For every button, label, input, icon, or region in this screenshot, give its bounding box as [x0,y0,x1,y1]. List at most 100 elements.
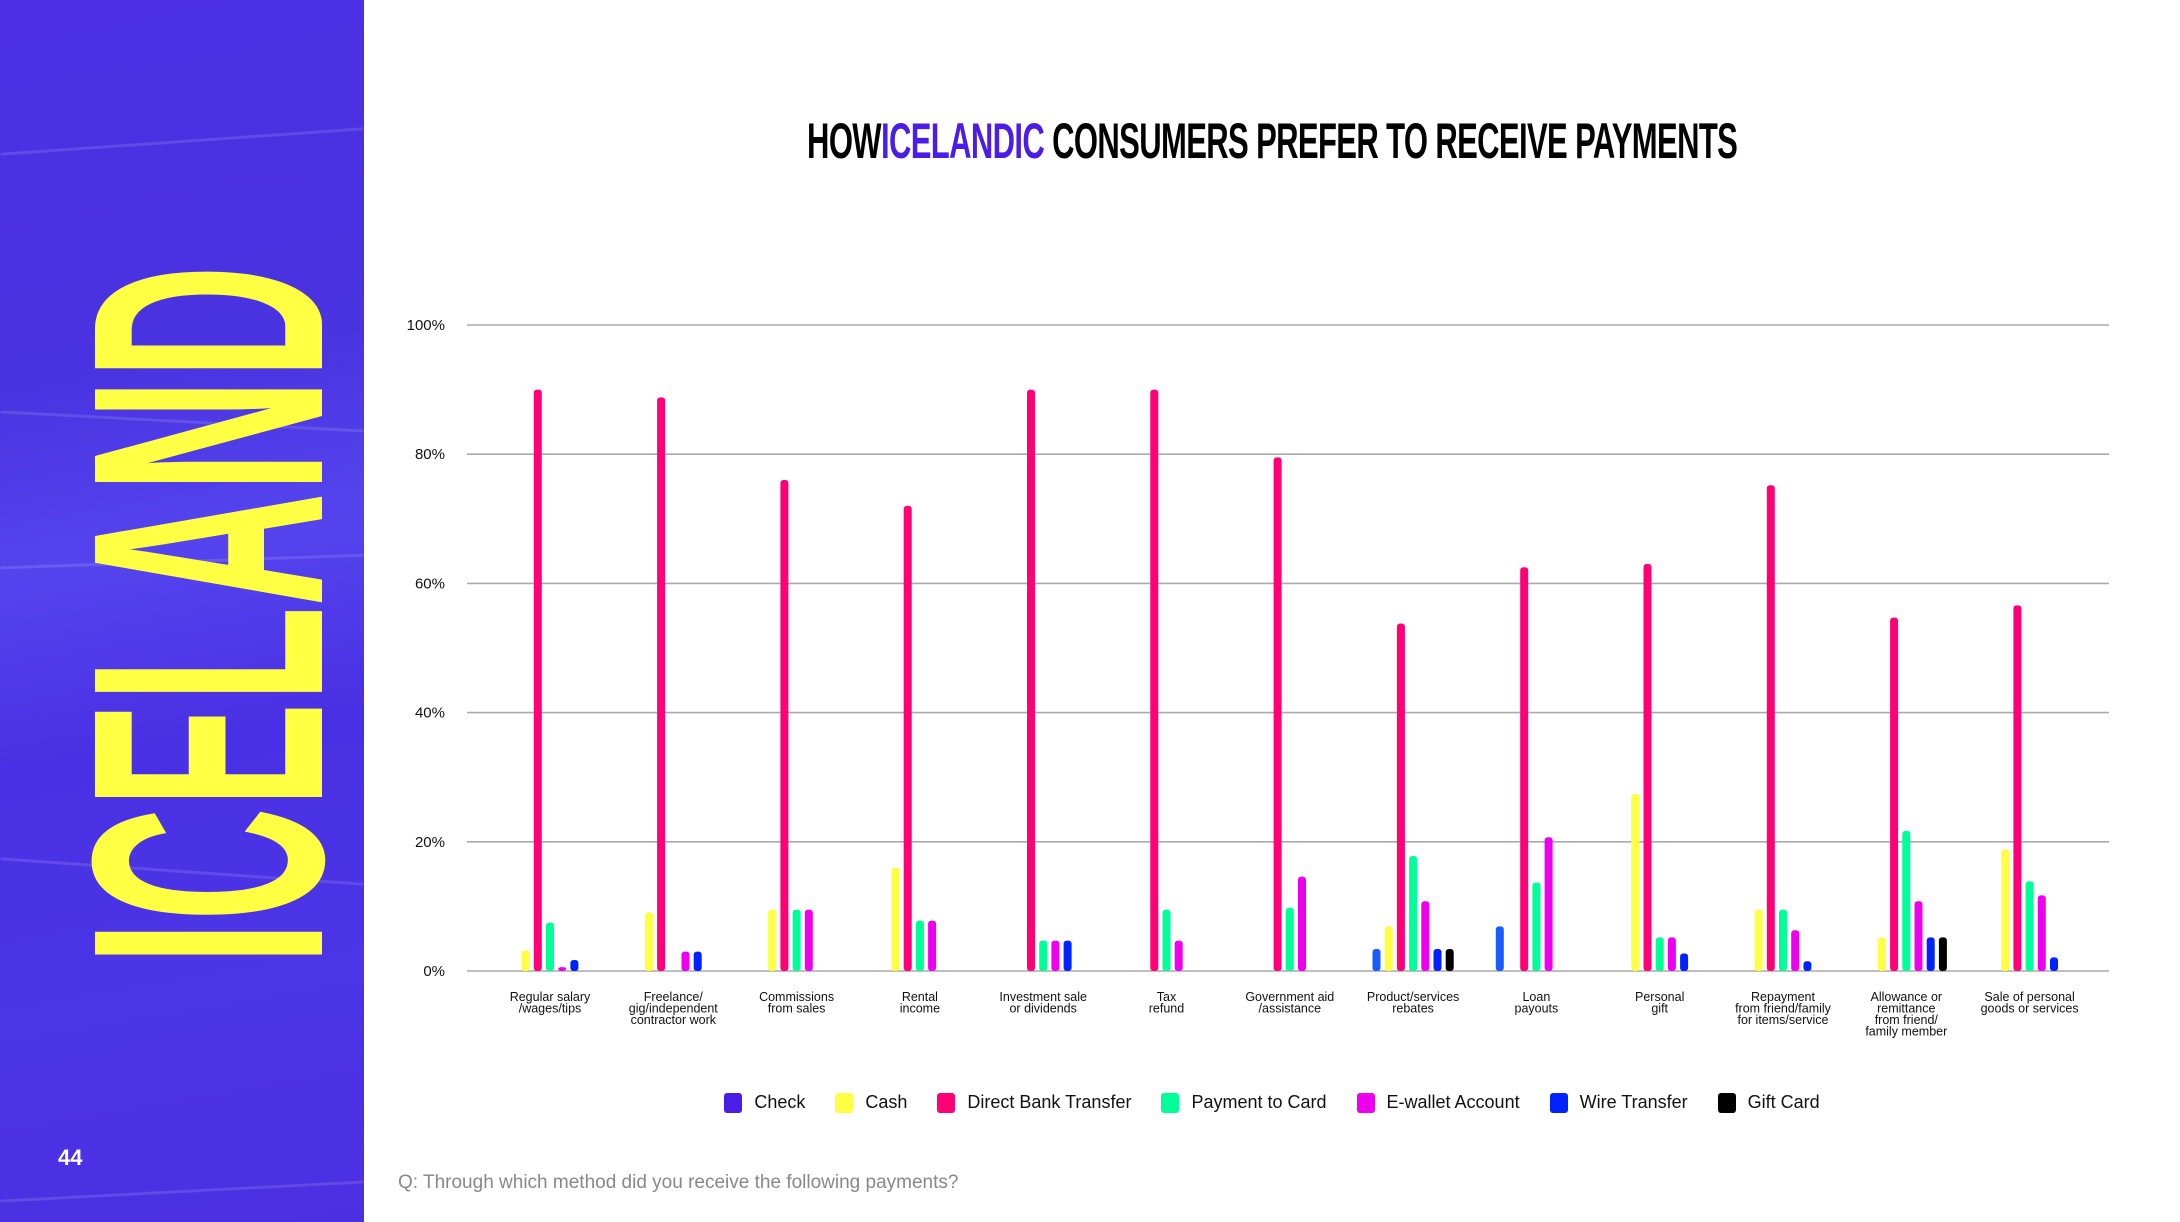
bar-e-wallet-account [928,920,937,971]
bar-check [1495,926,1504,971]
bar-direct-bank-transfer [1890,617,1899,971]
x-category-label: Regular salary/wages/tips [510,990,591,1016]
x-category-line: Rental [902,990,938,1004]
legend-item: Direct Bank Transfer [937,1092,1131,1113]
bar-e-wallet-account [1174,940,1183,971]
bar-gift-card [1445,949,1454,971]
bar-e-wallet-account [1051,940,1060,971]
bar-e-wallet-account [1667,937,1676,971]
bar-payment-to-card [792,909,801,971]
legend-label: Payment to Card [1191,1092,1327,1112]
title-highlight: ICELANDIC [880,113,1045,169]
x-category-label: Government aid/assistance [1245,990,1334,1016]
bar-e-wallet-account [2037,895,2046,971]
x-category-line: for items/service [1738,1013,1829,1027]
sidebar: ICELAND 44 [0,0,364,1222]
legend-label: Check [754,1092,806,1112]
legend-label: Cash [865,1092,908,1112]
title-prefix: HOW [806,113,882,169]
y-tick-label: 60% [415,575,445,592]
bar-direct-bank-transfer [1766,485,1775,971]
bar-cash [891,867,900,971]
bar-direct-bank-transfer [1273,457,1282,971]
legend-label: E-wallet Account [1386,1092,1520,1112]
x-category-line: gig/independent [629,1002,718,1016]
title-suffix: CONSUMERS PREFER TO RECEIVE PAYMENTS [1044,113,1738,169]
bar-wire-transfer [693,951,702,971]
legend-item: Gift Card [1717,1092,1820,1113]
bar-e-wallet-account [1914,901,1923,971]
bar-payment-to-card [1162,909,1171,971]
bar-cash [1631,793,1640,971]
bar-direct-bank-transfer [1520,567,1529,971]
x-category-line: Regular salary [510,990,591,1004]
x-category-label: Rental income [900,990,940,1016]
bar-payment-to-card [915,920,924,971]
bar-payment-to-card [1902,830,1911,971]
x-category-line: Commissions [759,990,834,1004]
x-category-label: Commissions from sales [759,990,834,1016]
x-category-label: Product/services rebates [1367,990,1459,1016]
legend-swatch [1161,1092,1180,1113]
y-tick-label: 100% [407,317,445,334]
x-category-line: Product/services [1367,990,1459,1004]
bar-wire-transfer [570,960,579,971]
bar-direct-bank-transfer [1396,623,1405,971]
y-tick-label: 40% [415,705,445,722]
page-title: HOW ICELANDIC CONSUMERS PREFER TO RECEIV… [364,112,2180,170]
bar-check [1372,949,1381,971]
x-category-line: from friend/family [1735,1002,1832,1016]
x-category-line: Allowance or [1871,990,1943,1004]
bar-direct-bank-transfer [1643,564,1652,971]
bar-e-wallet-account [1791,930,1800,971]
bar-e-wallet-account [1544,837,1553,971]
bar-e-wallet-account [1298,876,1306,971]
x-category-label: Sale of personal goods or services [1981,990,2079,1016]
x-category-line: refund [1149,1002,1184,1016]
x-category-label: Tax refund [1149,990,1184,1016]
bar-direct-bank-transfer [1150,389,1159,972]
bar-payment-to-card [1655,937,1664,971]
x-category-label: Allowance or remittance from friend/family… [1865,990,1947,1039]
x-category-label: Personal gift [1635,990,1684,1016]
bar-cash [1384,926,1393,971]
x-category-line: goods or services [1981,1002,2079,1016]
bar-wire-transfer [2050,957,2058,971]
survey-question: Q: Through which method did you receive … [398,1172,959,1193]
bar-payment-to-card [1039,940,1048,971]
bar-wire-transfer [1926,937,1935,971]
bar-wire-transfer [1803,961,1812,971]
legend-swatch [724,1092,743,1113]
bar-payment-to-card [1532,882,1541,971]
x-category-line: contractor work [631,1013,717,1027]
bar-direct-bank-transfer [780,480,789,971]
x-category-line: income [900,1002,940,1016]
legend-swatch [1717,1092,1736,1113]
x-category-label: Investment sale or dividends [999,990,1087,1016]
y-tick-label: 20% [415,834,445,851]
y-tick-label: 0% [423,963,445,980]
bar-payment-to-card [1409,856,1418,971]
x-category-line: gift [1651,1002,1668,1016]
bar-wire-transfer [1063,940,1072,971]
x-category-line: Government aid [1245,990,1334,1004]
country-name: ICELAND [23,265,364,965]
bar-cash [768,909,777,971]
bar-payment-to-card [2025,881,2034,971]
x-category-line: from sales [768,1002,826,1016]
bar-payment-to-card [1779,909,1787,971]
x-category-line: family member [1865,1025,1947,1039]
bar-wire-transfer [1680,953,1689,971]
bar-cash [2001,849,2010,971]
bar-e-wallet-account [804,909,813,971]
legend-item: E-wallet Account [1356,1092,1520,1113]
legend-item: Cash [835,1092,907,1113]
x-category-line: rebates [1392,1002,1434,1016]
legend-swatch [1356,1092,1375,1113]
x-category-line: Personal [1635,990,1684,1004]
bar-cash [1754,909,1763,971]
x-category-line: remittance [1877,1002,1935,1016]
page-number: 44 [58,1145,83,1170]
x-category-line: Freelance/ [644,990,704,1004]
bar-direct-bank-transfer [2013,605,2022,971]
